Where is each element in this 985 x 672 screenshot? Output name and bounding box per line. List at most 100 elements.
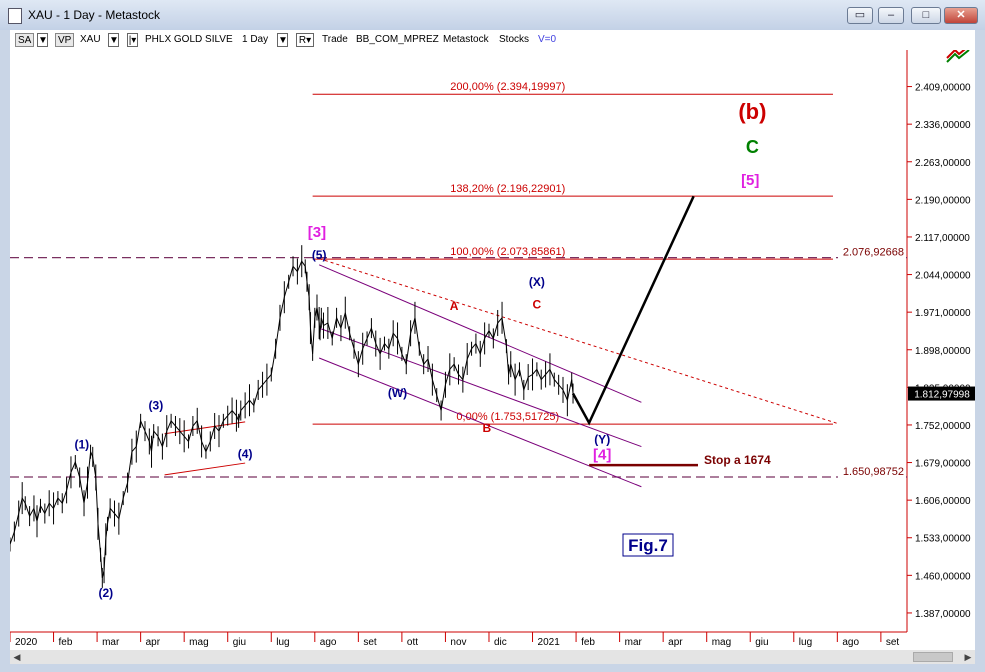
level-label: 2.076,92668 — [843, 247, 904, 259]
chart-toolbar: SA ▼ VP XAU ▼ |▾ PHLX GOLD SILVE 1 Day ▼… — [10, 30, 975, 50]
x-tick-label: ago — [842, 637, 859, 648]
fib-label: 138,20% (2.196,22901) — [450, 183, 565, 195]
level-label-bg — [838, 464, 906, 478]
wave-label: A — [450, 299, 459, 313]
y-tick-label: 1.387,00000 — [915, 609, 971, 620]
fig-label: Fig.7 — [628, 536, 668, 555]
x-tick-label: nov — [450, 637, 466, 648]
trade-label[interactable]: Trade — [322, 34, 348, 45]
fib-label: 100,00% (2.073,85861) — [450, 246, 565, 258]
x-tick-label: ott — [407, 637, 418, 648]
sa-button[interactable]: SA — [15, 33, 35, 47]
last-price-label: 1.812,97998 — [914, 390, 970, 401]
x-tick-label: feb — [581, 637, 595, 648]
close-button[interactable]: ✕ — [944, 7, 978, 24]
period-dropdown[interactable]: ▼ — [277, 33, 288, 47]
chart-background — [10, 50, 975, 650]
y-tick-label: 1.460,00000 — [915, 571, 971, 582]
wave-label: (1) — [75, 438, 90, 452]
period-label: 1 Day — [242, 34, 269, 45]
trend-line — [318, 357, 642, 488]
x-tick-label: feb — [59, 637, 73, 648]
kind-label: Stocks — [499, 34, 530, 45]
x-tick-label: 2020 — [15, 637, 38, 648]
fib-label: 0,00% (1.753,51725) — [456, 411, 559, 423]
x-tick-label: set — [886, 637, 900, 648]
security-dropdown[interactable]: |▾ — [127, 33, 138, 47]
wave-label: (5) — [312, 248, 327, 262]
wave-label: [3] — [308, 224, 326, 241]
x-tick-label: dic — [494, 637, 507, 648]
x-tick-label: ago — [320, 637, 337, 648]
wave-label: B — [482, 421, 491, 435]
wave-label: (b) — [738, 99, 766, 124]
scroll-right-icon[interactable]: ▶ — [964, 652, 972, 662]
wave-label: (X) — [529, 275, 545, 289]
maximize-button[interactable]: □ — [911, 7, 941, 24]
wave-label: (4) — [238, 447, 253, 461]
x-tick-label: mag — [189, 637, 208, 648]
volume-label: V=0 — [538, 34, 557, 45]
wave-label: C — [533, 298, 542, 312]
trend-line — [164, 462, 246, 476]
security-name: PHLX GOLD SILVE — [145, 34, 233, 45]
title-bar[interactable]: XAU - 1 Day - Metastock ▭ – □ ✕ — [0, 0, 985, 30]
x-tick-label: lug — [276, 637, 289, 648]
x-tick-label: apr — [146, 637, 161, 648]
wave-label: (3) — [149, 399, 164, 413]
level-label-bg — [838, 245, 906, 259]
r-dropdown[interactable]: R▾ — [296, 33, 314, 47]
x-tick-label: mar — [102, 637, 120, 648]
wave-label: [4] — [593, 446, 611, 463]
y-tick-label: 1.971,00000 — [915, 308, 971, 319]
stop-label: Stop a 1674 — [704, 453, 771, 467]
restore-icon[interactable]: ▭ — [847, 7, 873, 24]
wave-label: (W) — [388, 386, 407, 400]
y-tick-label: 2.044,00000 — [915, 271, 971, 282]
x-tick-label: 2021 — [538, 637, 561, 648]
symbol-dropdown[interactable]: ▼ — [108, 33, 119, 47]
sa-dropdown[interactable]: ▼ — [37, 33, 48, 47]
x-tick-label: mag — [712, 637, 731, 648]
expert-label: BB_COM_MPREZ — [356, 34, 439, 45]
horizontal-scrollbar[interactable]: ◀ ▶ — [10, 650, 975, 664]
y-tick-label: 1.752,00000 — [915, 421, 971, 432]
minimize-button[interactable]: – — [878, 7, 904, 24]
y-tick-label: 1.606,00000 — [915, 496, 971, 507]
x-tick-label: mar — [625, 637, 643, 648]
y-tick-label: 2.190,00000 — [915, 195, 971, 206]
vp-button[interactable]: VP — [55, 33, 75, 47]
y-tick-label: 2.409,00000 — [915, 83, 971, 94]
trend-line — [319, 258, 838, 424]
y-tick-label: 1.898,00000 — [915, 346, 971, 357]
y-tick-label: 2.263,00000 — [915, 158, 971, 169]
y-tick-label: 1.533,00000 — [915, 534, 971, 545]
level-label: 1.650,98752 — [843, 466, 904, 478]
projection-path — [571, 195, 695, 426]
wave-label: (Y) — [594, 432, 610, 446]
wave-label: [5] — [741, 172, 759, 189]
chart-arrows-icon[interactable] — [946, 50, 970, 63]
x-tick-label: set — [363, 637, 377, 648]
x-tick-label: giu — [233, 637, 246, 648]
wave-label: C — [746, 137, 759, 157]
source-label: Metastock — [443, 34, 489, 45]
trend-line — [318, 327, 642, 448]
x-tick-label: lug — [799, 637, 812, 648]
document-icon — [8, 8, 22, 24]
x-tick-label: giu — [755, 637, 768, 648]
trend-line — [318, 264, 642, 403]
y-tick-label: 2.336,00000 — [915, 120, 971, 131]
fig-label-box — [622, 533, 674, 557]
y-tick-label: 1.679,00000 — [915, 459, 971, 470]
scroll-thumb[interactable] — [913, 652, 953, 662]
y-tick-label: 2.117,00000 — [915, 233, 970, 244]
fib-label: 200,00% (2.394,19997) — [450, 81, 565, 93]
price-chart[interactable]: 2.076,92668 1.650,98752 200,00% (2.394,199… — [10, 50, 975, 650]
window-title: XAU - 1 Day - Metastock — [28, 8, 161, 22]
scroll-left-icon[interactable]: ◀ — [13, 652, 21, 662]
x-tick-label: apr — [668, 637, 683, 648]
trend-line — [164, 421, 246, 435]
last-price-tag — [908, 386, 975, 401]
